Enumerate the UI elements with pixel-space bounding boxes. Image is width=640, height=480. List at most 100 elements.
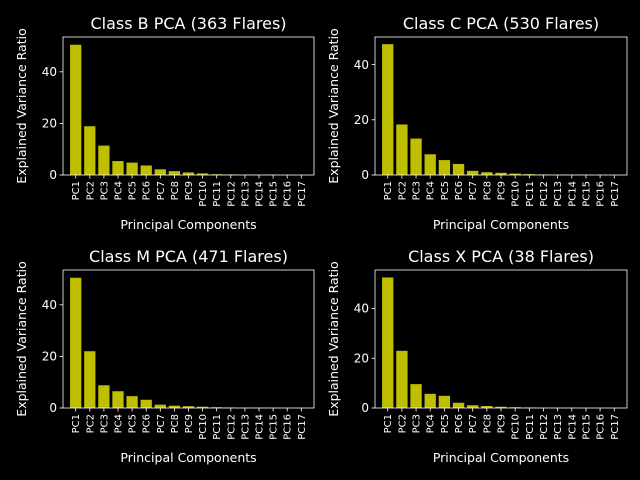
bar <box>70 44 82 175</box>
chart-title: Class B PCA (363 Flares) <box>90 14 286 33</box>
x-tick-label: PC9 <box>497 181 508 200</box>
bar <box>196 173 209 175</box>
bar <box>396 124 408 175</box>
x-tick-label: PC5 <box>128 181 139 200</box>
x-axis-label: Principal Components <box>433 450 569 465</box>
x-tick-label: PC12 <box>226 414 237 440</box>
x-tick-label: PC4 <box>113 414 124 433</box>
bar <box>98 145 110 175</box>
x-tick-label: PC17 <box>297 181 308 207</box>
bar <box>196 406 209 408</box>
x-tick-label: PC12 <box>539 414 550 440</box>
x-axis-label: Principal Components <box>433 217 569 232</box>
bar <box>168 171 181 175</box>
x-tick-label: PC16 <box>596 414 607 440</box>
x-tick-label: PC12 <box>226 181 237 207</box>
x-tick-label: PC16 <box>283 414 294 440</box>
y-axis-label: Explained Variance Ratio <box>14 261 29 416</box>
x-tick-label: PC15 <box>269 414 280 440</box>
bar <box>154 404 166 408</box>
y-tick-label: 40 <box>354 302 369 316</box>
x-tick-label: PC5 <box>128 414 139 433</box>
subplot-1: 0 20 40 PC1 PC2 PC3 PC4 PC5 PC6 PC7 PC8 PC9 PC10 PC11… <box>14 14 315 232</box>
x-tick-label: PC8 <box>170 414 181 433</box>
bar <box>112 161 124 175</box>
bar <box>424 154 436 175</box>
subplot-3: 0 20 40 PC1 PC2 PC3 PC4 PC5 PC6 PC7 PC8 PC9 PC10 PC11… <box>14 247 315 465</box>
x-tick-label: PC17 <box>297 414 308 440</box>
bar <box>452 163 465 175</box>
bar <box>495 406 507 408</box>
x-tick-label: PC1 <box>383 181 394 200</box>
x-tick-label: PC13 <box>240 181 251 207</box>
bar <box>98 385 110 408</box>
x-tick-label: PC3 <box>99 181 110 200</box>
bar <box>126 396 138 408</box>
x-axis-label: Principal Components <box>120 217 256 232</box>
x-axis-label: Principal Components <box>120 450 256 465</box>
x-tick-label: PC11 <box>212 181 223 207</box>
x-tick-label: PC13 <box>553 181 564 207</box>
x-tick-label: PC13 <box>553 414 564 440</box>
bar <box>410 384 422 408</box>
x-tick-label: PC6 <box>142 181 153 200</box>
x-tick-label: PC2 <box>85 414 96 433</box>
bar <box>396 350 408 408</box>
bar <box>140 165 152 175</box>
x-tick-label: PC8 <box>482 181 493 200</box>
x-tick-label: PC17 <box>610 414 621 440</box>
y-tick-label: 40 <box>354 58 369 72</box>
bar <box>382 277 394 408</box>
chart-title: Class C PCA (530 Flares) <box>403 14 599 33</box>
bar <box>84 351 96 408</box>
x-tick-label: PC6 <box>454 181 465 200</box>
x-tick-label: PC13 <box>240 414 251 440</box>
x-tick-label: PC8 <box>482 414 493 433</box>
x-tick-label: PC15 <box>269 181 280 207</box>
y-tick-label: 0 <box>361 401 369 415</box>
y-tick-label: 40 <box>42 65 57 79</box>
bar <box>467 405 479 408</box>
x-tick-label: PC3 <box>412 181 423 200</box>
x-tick-label: PC6 <box>142 414 153 433</box>
x-tick-label: PC10 <box>198 181 209 207</box>
y-axis-label: Explained Variance Ratio <box>14 28 29 183</box>
x-tick-label: PC15 <box>581 414 592 440</box>
y-tick-label: 0 <box>361 168 369 182</box>
y-tick-label: 20 <box>354 351 369 365</box>
x-tick-label: PC9 <box>184 181 195 200</box>
y-tick-label: 20 <box>42 117 57 131</box>
x-tick-label: PC7 <box>468 414 479 433</box>
x-tick-label: PC9 <box>497 414 508 433</box>
y-tick-label: 0 <box>49 168 57 182</box>
x-tick-label: PC9 <box>184 414 195 433</box>
bar <box>154 169 166 175</box>
bar <box>410 138 422 175</box>
bar <box>523 174 535 175</box>
y-axis-label: Explained Variance Ratio <box>326 28 341 183</box>
bar <box>70 277 82 408</box>
x-tick-label: PC7 <box>468 181 479 200</box>
bar <box>140 399 152 408</box>
bar <box>126 162 138 175</box>
x-tick-label: PC14 <box>255 181 266 207</box>
x-tick-label: PC11 <box>525 414 536 440</box>
subplot-2: 0 20 40 PC1 PC2 PC3 PC4 PC5 PC6 PC7 PC8 PC9 PC10 PC11… <box>326 14 628 232</box>
y-tick-label: 40 <box>42 298 57 312</box>
x-tick-label: PC6 <box>454 414 465 433</box>
x-tick-label: PC15 <box>581 181 592 207</box>
bar <box>438 395 451 408</box>
bar <box>424 393 436 408</box>
x-tick-label: PC3 <box>99 414 110 433</box>
bar <box>481 406 493 408</box>
y-axis-label: Explained Variance Ratio <box>326 261 341 416</box>
x-tick-label: PC14 <box>567 414 578 440</box>
x-tick-label: PC16 <box>596 181 607 207</box>
x-tick-label: PC5 <box>440 414 451 433</box>
bar <box>84 126 96 175</box>
bar <box>112 391 124 408</box>
x-tick-label: PC3 <box>412 414 423 433</box>
x-tick-label: PC14 <box>567 181 578 207</box>
y-tick-label: 0 <box>49 401 57 415</box>
